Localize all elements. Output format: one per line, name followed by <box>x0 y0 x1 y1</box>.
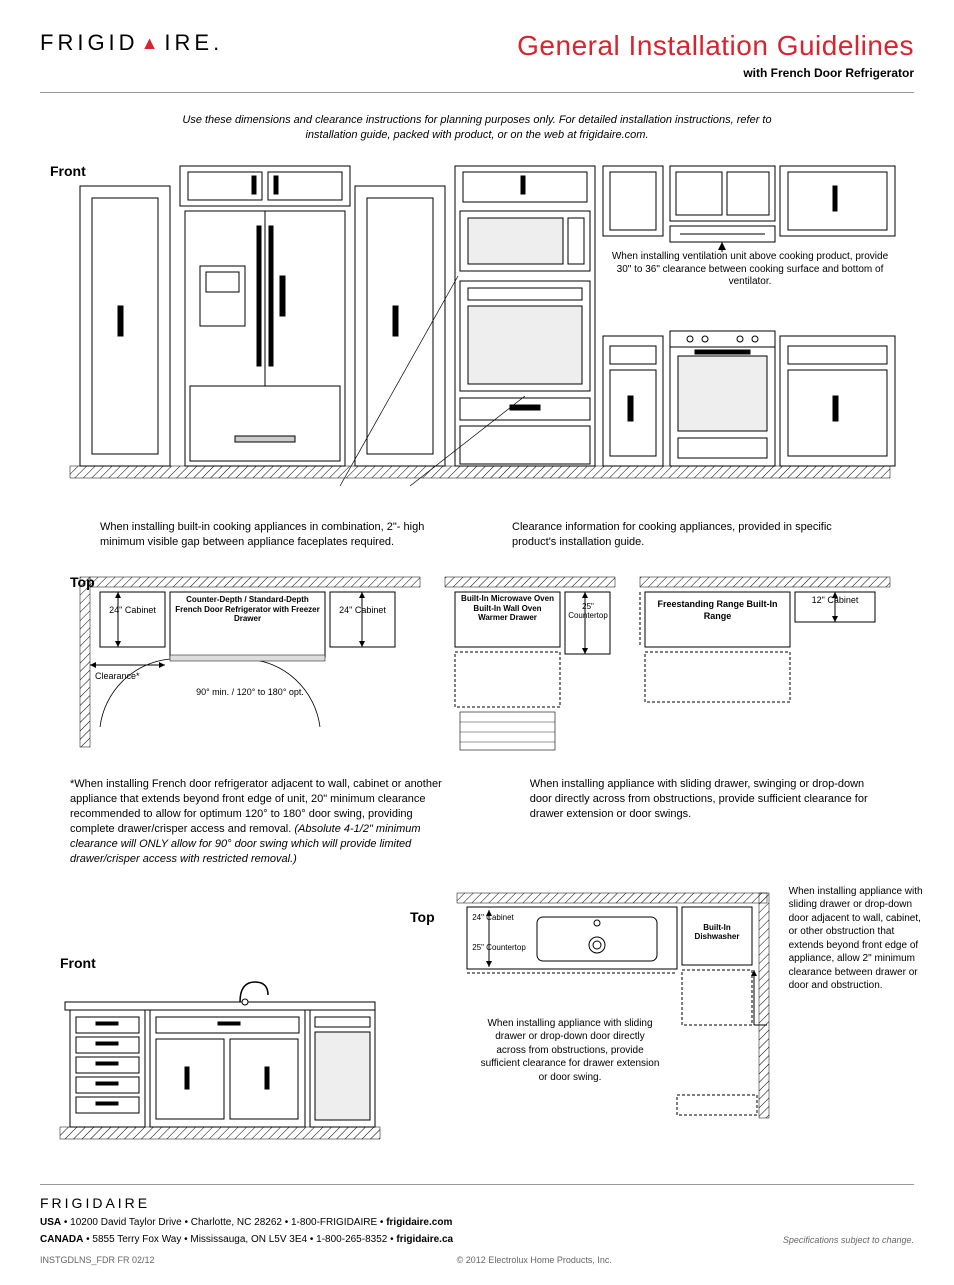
footer-copyright: © 2012 Electrolux Home Products, Inc. <box>457 1255 612 1265</box>
microwave-oven-box-label: Built-In Microwave Oven Built-In Wall Ov… <box>458 594 557 623</box>
dw-25-countertop-label: 25" Countertop <box>469 943 529 952</box>
brand-logo: FRIGID▲IRE. <box>40 30 219 56</box>
page-title: General Installation Guidelines <box>517 30 914 62</box>
top-view-dishwasher-diagram: 24" Cabinet 25" Countertop Built-In Dish… <box>447 885 777 1125</box>
swing-angle-label: 90° min. / 120° to 180° opt. <box>190 687 310 697</box>
footer-canada: CANADA • 5855 Terry Fox Way • Mississaug… <box>40 1234 453 1245</box>
center-countertop-label: 25" Countertop <box>563 602 613 620</box>
cooking-clearance-note: Clearance information for cooking applia… <box>512 520 864 550</box>
range-box-label: Freestanding Range Built-In Range <box>650 599 785 622</box>
front-elevation-diagram: Front <box>40 156 914 516</box>
brand-triangle-icon: ▲ <box>141 33 163 54</box>
dishwasher-adjacent-note: When installing appliance with sliding d… <box>789 885 924 993</box>
fridge-box-label: Counter-Depth / Standard-Depth French Do… <box>175 595 320 624</box>
top-view-refrigerator-diagram: Top 24" Cabinet Counter-Depth / Standard… <box>40 567 914 777</box>
sliding-drawer-note: When installing appliance with sliding d… <box>500 777 884 866</box>
ventilation-note: When installing ventilation unit above c… <box>610 251 890 289</box>
front-label-sink: Front <box>60 955 390 971</box>
page-subtitle: with French Door Refrigerator <box>517 66 914 80</box>
builtin-gap-note: When installing built-in cooking applian… <box>100 520 452 550</box>
footer: FRIGIDAIRE USA • 10200 David Taylor Driv… <box>40 1184 914 1265</box>
dishwasher-box-label: Built-In Dishwasher <box>683 923 751 941</box>
footer-brand: FRIGIDAIRE <box>40 1195 453 1211</box>
footer-spec-note: Specifications subject to change. <box>783 1235 914 1245</box>
footer-doc-id: INSTGDLNS_FDR FR 02/12 <box>40 1255 155 1265</box>
dw-24-cabinet-label: 24" Cabinet <box>469 913 517 922</box>
header: FRIGID▲IRE. General Installation Guideli… <box>40 30 914 93</box>
front-sink-dishwasher-diagram <box>40 977 390 1147</box>
left-24-cabinet-label: 24" Cabinet <box>100 605 165 615</box>
intro-text: Use these dimensions and clearance instr… <box>167 113 787 144</box>
footer-usa: USA • 10200 David Taylor Drive • Charlot… <box>40 1217 453 1228</box>
top-label-dishwasher: Top <box>410 909 435 925</box>
svg-text:Front: Front <box>50 163 86 179</box>
